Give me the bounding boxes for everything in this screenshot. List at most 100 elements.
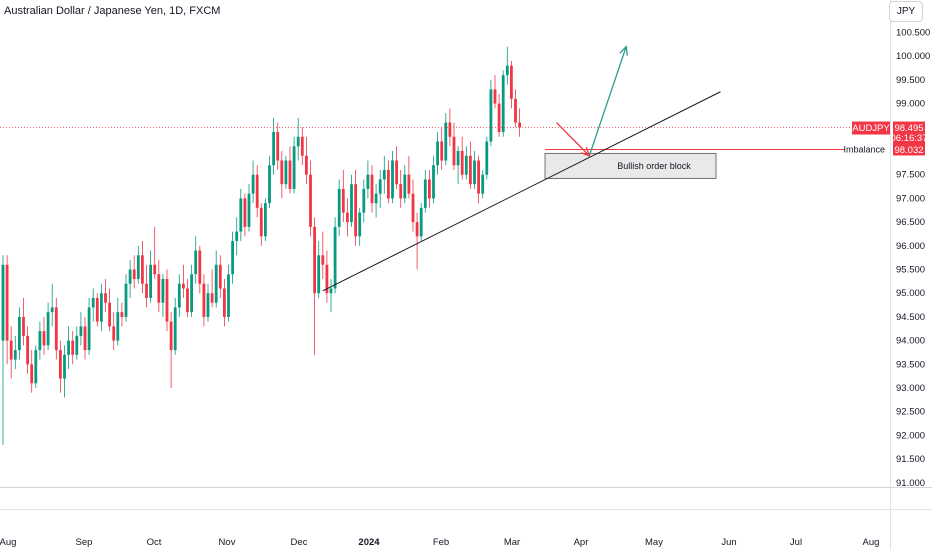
candle[interactable]: [22, 297, 25, 346]
candle[interactable]: [305, 136, 308, 185]
projection-down-arrow[interactable]: [556, 122, 590, 157]
candle[interactable]: [112, 312, 116, 351]
candle[interactable]: [321, 231, 325, 279]
candle[interactable]: [444, 113, 448, 166]
candle[interactable]: [452, 122, 456, 170]
candle[interactable]: [227, 264, 230, 322]
candle[interactable]: [288, 146, 292, 194]
candle[interactable]: [428, 169, 431, 208]
candle[interactable]: [182, 264, 185, 298]
candle[interactable]: [91, 288, 95, 322]
candle[interactable]: [141, 241, 144, 294]
candle[interactable]: [165, 269, 169, 332]
candle[interactable]: [358, 207, 362, 246]
candle[interactable]: [432, 155, 435, 204]
candle[interactable]: [239, 188, 243, 242]
candle[interactable]: [218, 255, 222, 298]
candle[interactable]: [456, 146, 460, 185]
candle[interactable]: [300, 127, 304, 166]
candle[interactable]: [497, 94, 501, 137]
candle[interactable]: [448, 108, 452, 147]
candle[interactable]: [419, 203, 423, 242]
candle[interactable]: [128, 260, 132, 298]
candle[interactable]: [477, 155, 480, 204]
candle[interactable]: [268, 155, 271, 208]
candle[interactable]: [436, 132, 439, 175]
candle[interactable]: [415, 212, 419, 270]
candle[interactable]: [124, 274, 128, 322]
candle[interactable]: [177, 274, 181, 317]
bullish-order-block[interactable]: [544, 152, 717, 179]
candle[interactable]: [473, 151, 476, 189]
candle[interactable]: [255, 165, 259, 218]
candle[interactable]: [9, 326, 13, 379]
candle[interactable]: [231, 231, 234, 284]
candle[interactable]: [399, 169, 403, 208]
candle[interactable]: [223, 278, 226, 327]
candle[interactable]: [374, 184, 378, 218]
candle[interactable]: [59, 340, 62, 393]
candle[interactable]: [469, 141, 472, 189]
candle[interactable]: [354, 169, 357, 246]
candle[interactable]: [251, 160, 255, 204]
candle[interactable]: [493, 75, 497, 109]
candle[interactable]: [173, 297, 177, 355]
candle[interactable]: [247, 184, 251, 232]
candle[interactable]: [333, 217, 337, 294]
candle[interactable]: [423, 169, 427, 213]
candle[interactable]: [337, 179, 341, 237]
candle[interactable]: [501, 70, 505, 137]
candle[interactable]: [350, 174, 353, 227]
candle[interactable]: [18, 307, 21, 360]
candle[interactable]: [198, 245, 202, 294]
candle[interactable]: [34, 345, 38, 388]
candle[interactable]: [87, 297, 91, 355]
candle[interactable]: [79, 312, 83, 346]
candle[interactable]: [313, 217, 316, 355]
candle[interactable]: [30, 350, 34, 393]
candle[interactable]: [169, 312, 173, 388]
candle[interactable]: [395, 146, 398, 189]
candle[interactable]: [296, 117, 300, 161]
candle[interactable]: [54, 297, 58, 360]
candle[interactable]: [341, 169, 345, 223]
candle[interactable]: [378, 169, 382, 208]
candle[interactable]: [370, 165, 374, 213]
candle[interactable]: [460, 136, 464, 180]
candle[interactable]: [132, 255, 136, 289]
candle[interactable]: [95, 293, 99, 327]
candle[interactable]: [276, 122, 280, 170]
candle[interactable]: [514, 89, 517, 128]
candle[interactable]: [157, 260, 161, 313]
candle[interactable]: [518, 108, 521, 137]
candle[interactable]: [325, 250, 329, 303]
candle[interactable]: [104, 278, 107, 313]
candle[interactable]: [1, 255, 5, 445]
candle[interactable]: [120, 302, 124, 327]
candle[interactable]: [272, 117, 275, 175]
trendline[interactable]: [322, 91, 721, 292]
candle[interactable]: [161, 274, 165, 317]
candle[interactable]: [411, 179, 415, 232]
candle[interactable]: [202, 274, 206, 327]
candle[interactable]: [100, 283, 103, 332]
candle[interactable]: [510, 60, 513, 109]
candle[interactable]: [46, 302, 50, 351]
candle[interactable]: [153, 226, 157, 279]
candle[interactable]: [149, 250, 152, 303]
candle[interactable]: [284, 155, 288, 189]
candle[interactable]: [186, 278, 189, 317]
candle[interactable]: [38, 321, 42, 360]
candle[interactable]: [407, 155, 411, 199]
candle[interactable]: [309, 160, 312, 237]
candle[interactable]: [481, 169, 485, 199]
candle[interactable]: [235, 217, 239, 256]
candle[interactable]: [362, 179, 366, 223]
candle[interactable]: [210, 269, 214, 308]
candle[interactable]: [5, 255, 9, 365]
candle[interactable]: [71, 331, 75, 365]
candle[interactable]: [194, 236, 198, 284]
candle[interactable]: [116, 297, 120, 346]
candle[interactable]: [329, 278, 333, 313]
